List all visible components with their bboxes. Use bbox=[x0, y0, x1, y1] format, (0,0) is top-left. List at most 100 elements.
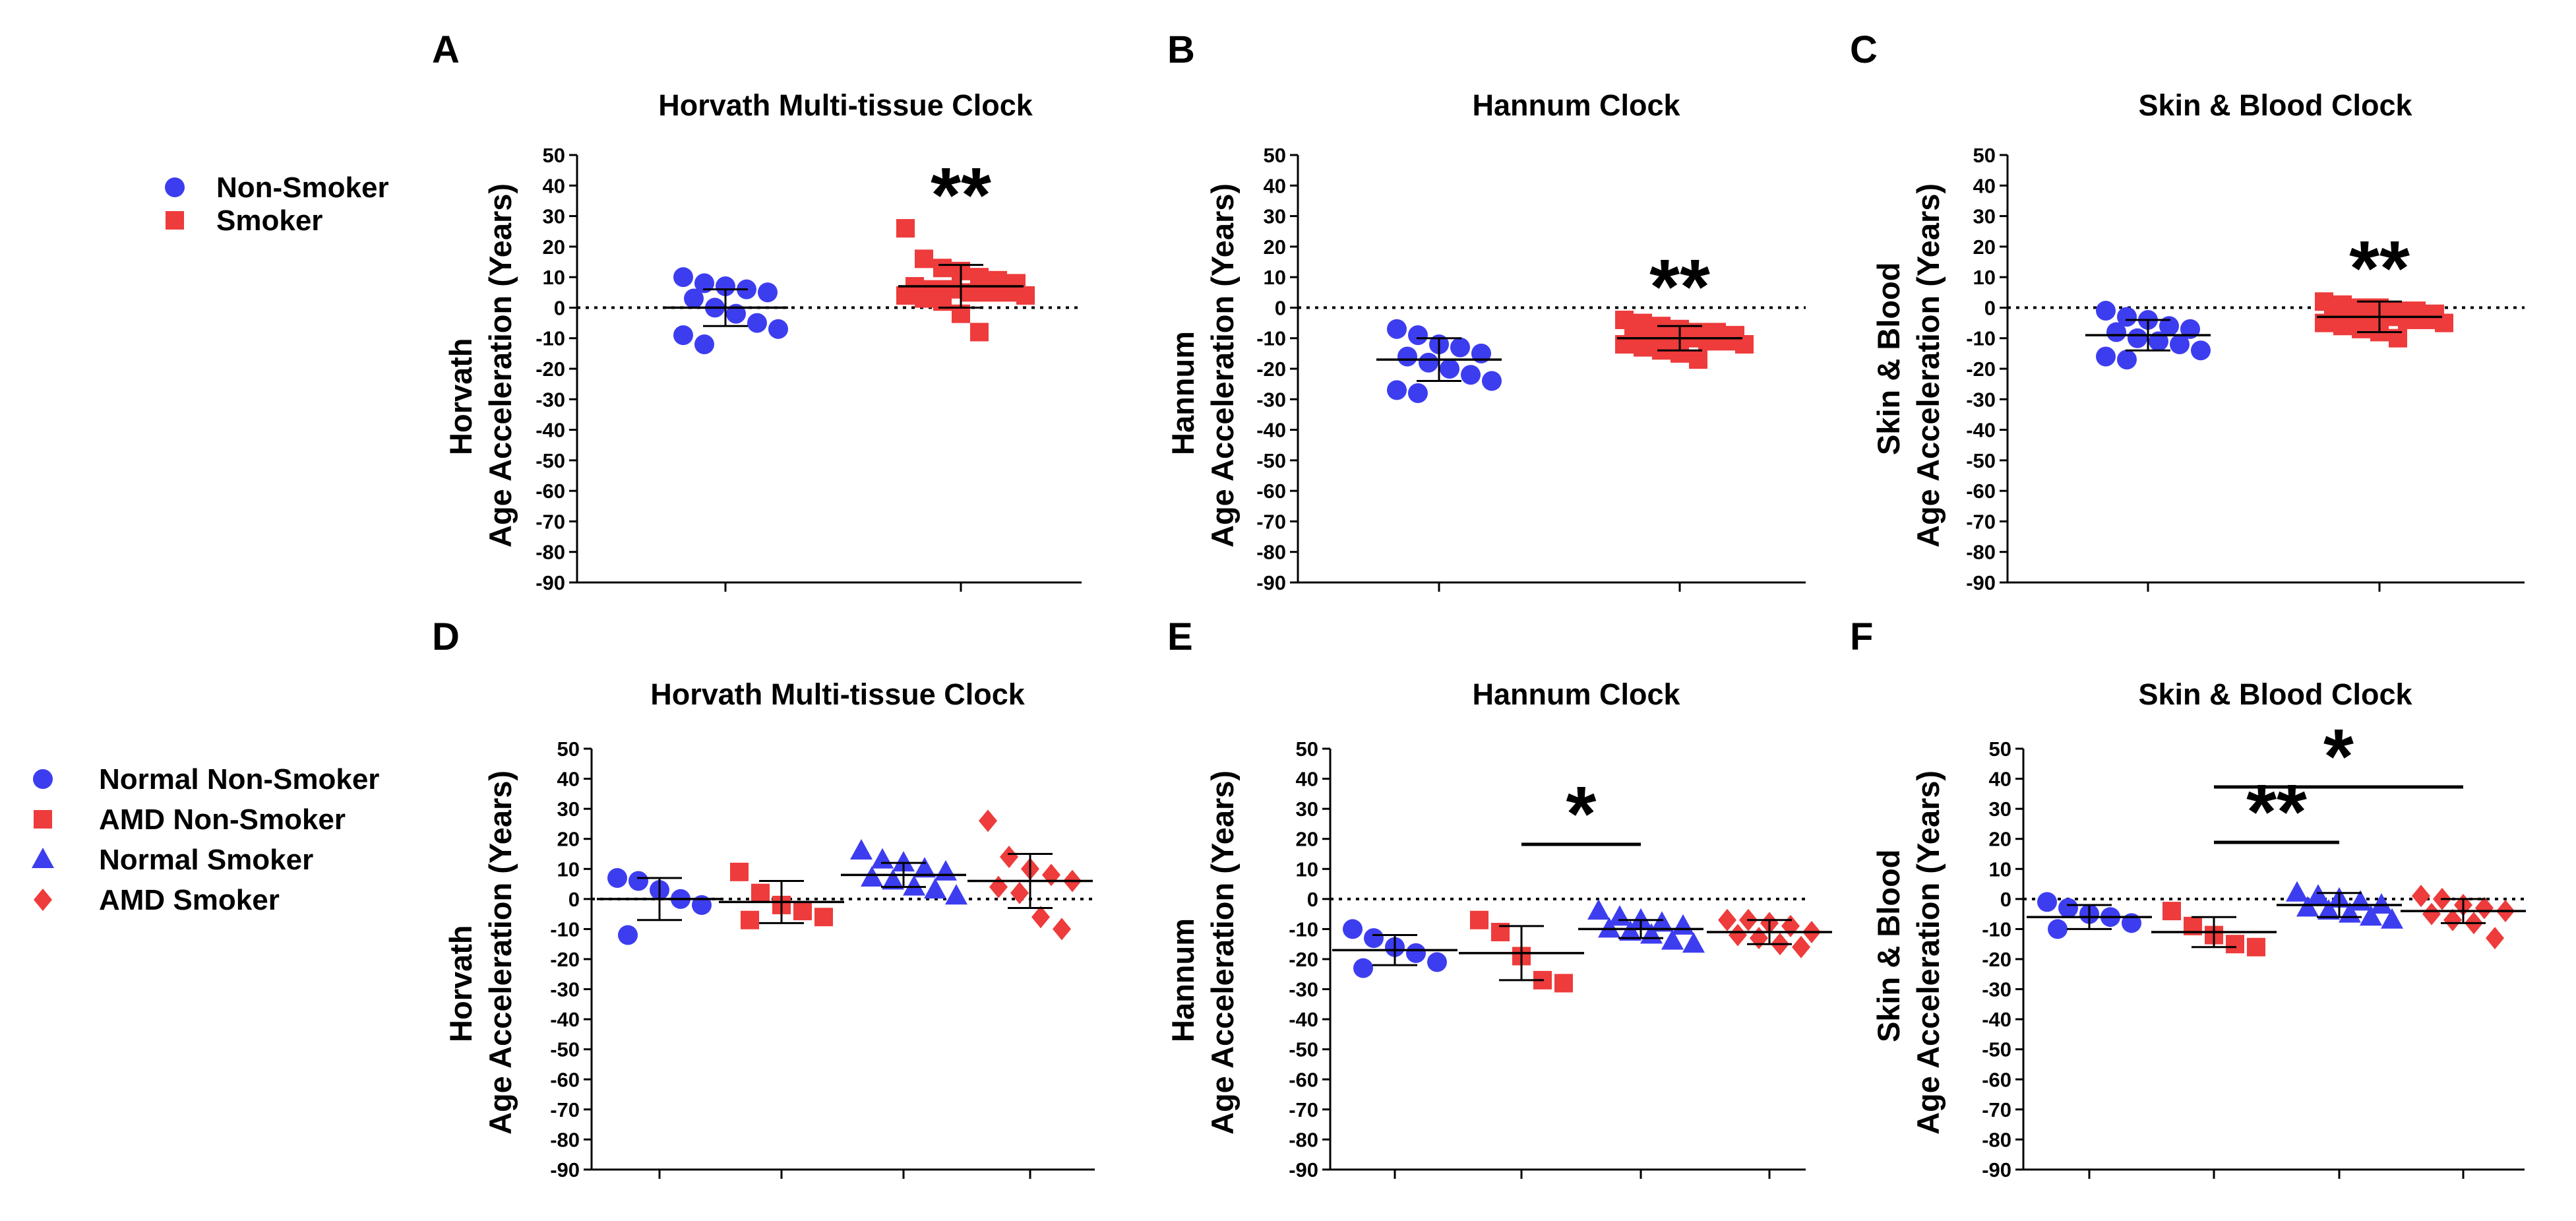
legend-label: Normal Smoker bbox=[99, 844, 313, 876]
data-point bbox=[2170, 334, 2190, 354]
y-tick-label: 40 bbox=[557, 768, 580, 791]
group-amd-non-smoker bbox=[2151, 902, 2277, 956]
y-tick-label: 0 bbox=[554, 296, 565, 319]
y-axis-label-line1: Hannum bbox=[1165, 331, 1200, 455]
y-axis-label-line2: Age Acceleration (Years) bbox=[483, 770, 518, 1135]
data-point bbox=[2296, 896, 2319, 917]
y-tick-label: -80 bbox=[536, 541, 565, 564]
y-tick-label: -20 bbox=[1256, 358, 1286, 381]
y-tick-label: -40 bbox=[536, 419, 565, 442]
y-tick-label: -70 bbox=[536, 510, 565, 533]
y-tick-label: 0 bbox=[1275, 296, 1286, 319]
diamond-marker-icon bbox=[34, 889, 52, 911]
data-point bbox=[2128, 328, 2147, 348]
data-point bbox=[1042, 863, 1060, 887]
data-point bbox=[2048, 919, 2068, 939]
data-point bbox=[935, 860, 957, 881]
y-axis-label-line1: Skin & Blood bbox=[1871, 263, 1906, 455]
y-tick-label: -90 bbox=[1966, 571, 1996, 594]
y-tick-label: 0 bbox=[1984, 296, 1996, 319]
y-tick-label: -40 bbox=[1966, 419, 1996, 442]
legend-entry: Smoker bbox=[166, 204, 322, 237]
triangle-marker-icon bbox=[32, 848, 54, 868]
data-point bbox=[915, 289, 933, 308]
y-axis-label-line2: Age Acceleration (Years) bbox=[1911, 183, 1946, 548]
data-point bbox=[892, 851, 915, 872]
data-point bbox=[2286, 881, 2308, 902]
y-tick-label: -10 bbox=[536, 327, 565, 350]
y-tick-label: -60 bbox=[1256, 480, 1286, 503]
y-tick-label: -90 bbox=[550, 1158, 580, 1181]
panel-label: A bbox=[432, 28, 460, 71]
y-tick-label: 40 bbox=[543, 174, 565, 197]
data-point bbox=[2106, 322, 2126, 342]
data-point bbox=[903, 875, 925, 896]
y-tick-label: -30 bbox=[1966, 388, 1996, 411]
group-non-smoker bbox=[1376, 319, 1502, 404]
y-tick-label: -50 bbox=[1966, 449, 1996, 472]
data-point bbox=[726, 303, 746, 324]
data-point bbox=[1651, 911, 1673, 932]
legend-label: Smoker bbox=[216, 204, 322, 237]
y-tick-label: -10 bbox=[1982, 918, 2011, 941]
panel-e: E Hannum Clock Hannum Age Acceleration (Yea… bbox=[1165, 615, 1832, 1181]
significance-marker: * bbox=[1566, 770, 1597, 858]
data-point bbox=[2412, 885, 2430, 908]
data-point bbox=[1634, 338, 1652, 357]
data-point bbox=[2475, 896, 2494, 920]
data-point bbox=[2226, 935, 2244, 954]
y-tick-label: 20 bbox=[1296, 828, 1318, 851]
data-point bbox=[2117, 307, 2137, 327]
data-point bbox=[1750, 927, 1768, 950]
y-tick-label: -60 bbox=[1982, 1068, 2011, 1091]
panel-label: E bbox=[1167, 615, 1193, 658]
data-point bbox=[730, 862, 749, 881]
panel-a: A Horvath Multi-tissue Clock Horvath Age Ac… bbox=[432, 28, 1082, 594]
y-axis-label-line2: Age Acceleration (Years) bbox=[1205, 770, 1240, 1135]
panel-f: F Skin & Blood Clock Skin & Blood Age Accel… bbox=[1850, 615, 2526, 1181]
y-axis-label-line1: Horvath bbox=[443, 338, 478, 455]
group-normal-smoker bbox=[1578, 899, 1705, 953]
y-tick-label: 0 bbox=[568, 888, 580, 911]
circle-marker-icon bbox=[33, 769, 53, 789]
y-tick-label: -50 bbox=[1982, 1038, 2011, 1061]
data-point bbox=[1450, 337, 1470, 358]
data-point bbox=[2058, 898, 2078, 918]
y-tick-label: -70 bbox=[1289, 1098, 1318, 1121]
y-tick-label: 0 bbox=[2000, 888, 2011, 911]
panel-label: D bbox=[432, 615, 460, 658]
data-point bbox=[1587, 899, 1610, 920]
data-point bbox=[1406, 943, 1426, 963]
data-point bbox=[673, 325, 693, 346]
data-point bbox=[2352, 319, 2370, 338]
y-tick-label: 20 bbox=[543, 235, 565, 259]
y-tick-label: -50 bbox=[1289, 1038, 1318, 1061]
data-point bbox=[694, 334, 714, 354]
data-point bbox=[1419, 352, 1438, 373]
data-point bbox=[1053, 918, 1071, 941]
y-tick-label: 50 bbox=[557, 737, 580, 761]
y-tick-label: -10 bbox=[1256, 327, 1286, 350]
group-normal-smoker bbox=[2277, 881, 2403, 929]
y-tick-label: -80 bbox=[1289, 1128, 1318, 1151]
y-tick-label: -80 bbox=[550, 1128, 580, 1151]
data-point bbox=[741, 910, 759, 929]
y-tick-label: -10 bbox=[550, 918, 580, 941]
data-point bbox=[1619, 920, 1641, 941]
panel-b: B Hannum Clock Hannum Age Acceleration (Yea… bbox=[1165, 28, 1806, 594]
panel-label: C bbox=[1850, 28, 1878, 71]
y-tick-label: -10 bbox=[1289, 918, 1318, 941]
square-marker-icon bbox=[34, 810, 52, 829]
y-tick-label: -20 bbox=[1966, 358, 1996, 381]
y-tick-label: 10 bbox=[1264, 266, 1286, 289]
data-point bbox=[896, 219, 915, 238]
data-point bbox=[1729, 924, 1747, 947]
data-point bbox=[979, 809, 997, 832]
y-tick-label: -80 bbox=[1982, 1128, 2011, 1151]
legend-label: Non-Smoker bbox=[216, 172, 389, 204]
data-point bbox=[751, 883, 770, 902]
significance-marker: ** bbox=[2349, 225, 2410, 312]
data-point bbox=[2191, 340, 2211, 361]
